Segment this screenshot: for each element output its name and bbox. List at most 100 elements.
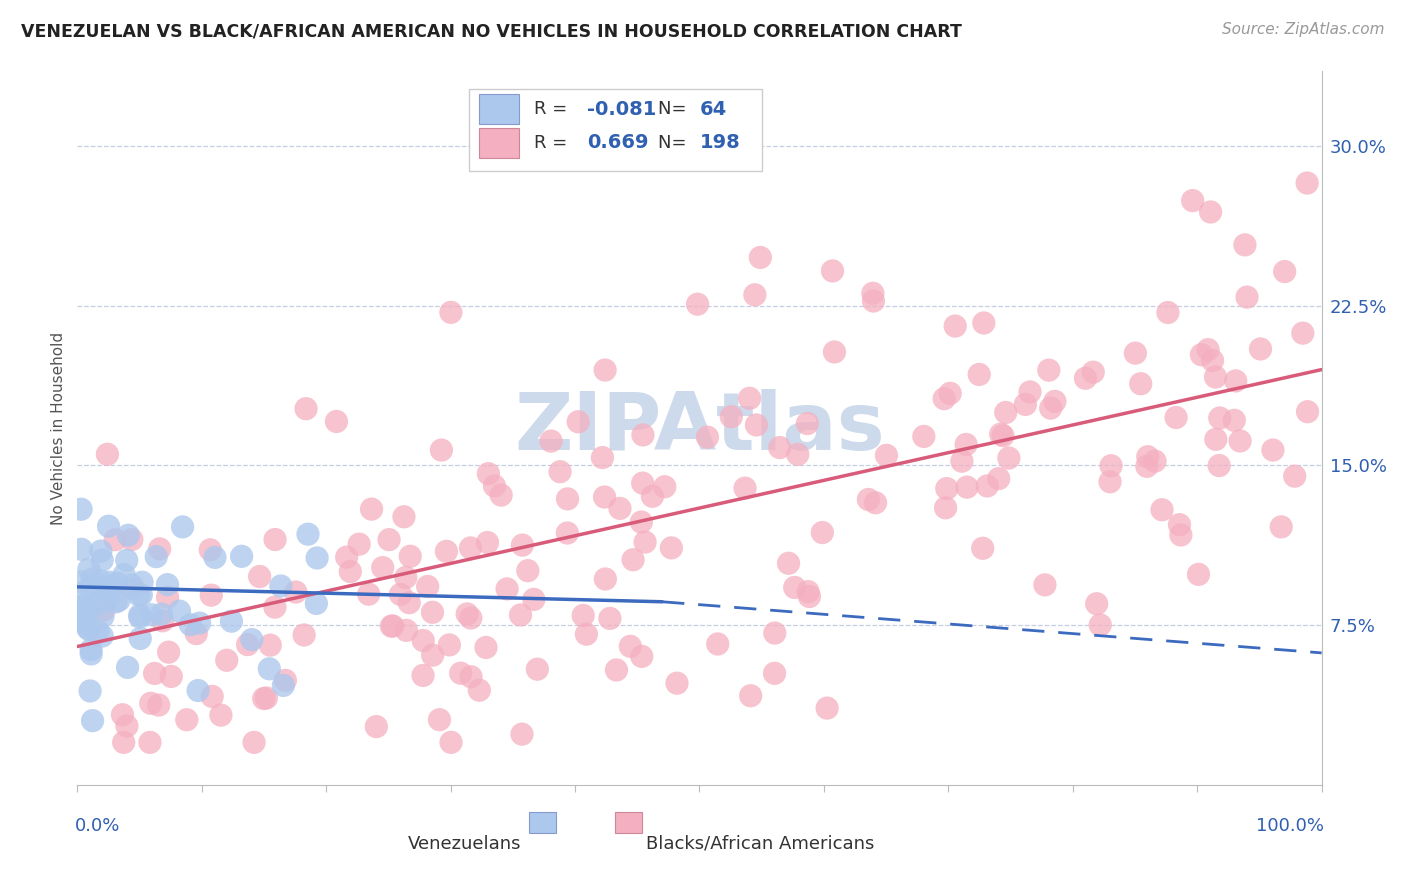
Point [416, 579, 439, 593]
Point [160, 669, 183, 683]
Point [783, 581, 806, 595]
Point [389, 587, 412, 601]
Text: N=: N= [658, 134, 693, 152]
Point [378, 533, 401, 547]
Point [1199, 205, 1222, 219]
Point [380, 619, 402, 633]
Point [990, 427, 1012, 442]
Point [243, 735, 266, 749]
Point [509, 607, 531, 622]
Point [97, 519, 120, 533]
Point [117, 660, 139, 674]
Point [786, 447, 808, 461]
Point [176, 713, 198, 727]
Point [934, 392, 956, 406]
Point [575, 627, 598, 641]
Point [1189, 348, 1212, 362]
Point [254, 690, 277, 705]
Point [1143, 454, 1166, 468]
Point [460, 611, 482, 625]
Point [1038, 363, 1060, 377]
Point [270, 579, 292, 593]
Point [939, 386, 962, 401]
Point [572, 608, 595, 623]
Point [128, 608, 150, 623]
Point [865, 496, 887, 510]
Point [634, 535, 657, 549]
Point [259, 638, 281, 652]
Point [1229, 434, 1251, 448]
Text: 0.0%: 0.0% [75, 817, 121, 835]
Point [477, 535, 499, 549]
Point [336, 550, 359, 565]
Text: R =: R = [534, 134, 574, 152]
Point [523, 592, 546, 607]
Point [128, 588, 150, 602]
Text: VENEZUELAN VS BLACK/AFRICAN AMERICAN NO VEHICLES IN HOUSEHOLD CORRELATION CHART: VENEZUELAN VS BLACK/AFRICAN AMERICAN NO … [21, 22, 962, 40]
Point [172, 520, 194, 534]
Point [994, 405, 1017, 419]
Point [122, 582, 145, 596]
Point [477, 467, 499, 481]
Point [1274, 264, 1296, 278]
Point [821, 264, 844, 278]
Point [108, 593, 131, 607]
Point [381, 619, 404, 633]
Point [1039, 401, 1062, 416]
Point [943, 319, 966, 334]
Point [111, 707, 134, 722]
Point [259, 662, 281, 676]
Point [80, 642, 103, 657]
Point [156, 577, 179, 591]
Text: Blacks/African Americans: Blacks/African Americans [645, 835, 875, 853]
Point [1296, 405, 1319, 419]
Point [496, 582, 519, 596]
Point [91, 553, 114, 567]
Point [274, 673, 297, 688]
Bar [479, 128, 519, 158]
Point [1225, 374, 1247, 388]
Point [1043, 394, 1066, 409]
Point [744, 288, 766, 302]
Point [468, 683, 491, 698]
Point [763, 666, 786, 681]
Point [815, 701, 838, 715]
Point [967, 368, 990, 382]
Point [557, 526, 579, 541]
Point [204, 550, 226, 565]
Point [1168, 517, 1191, 532]
Point [200, 588, 222, 602]
Point [148, 698, 170, 712]
Point [80, 647, 103, 661]
Text: 64: 64 [700, 100, 727, 119]
Point [104, 533, 127, 547]
Point [70, 586, 93, 600]
Text: 0.669: 0.669 [588, 133, 650, 153]
Text: Venezuelans: Venezuelans [408, 835, 522, 853]
Point [593, 363, 616, 377]
Point [73, 614, 96, 628]
Point [91, 609, 114, 624]
Point [599, 611, 621, 625]
FancyBboxPatch shape [470, 89, 762, 171]
Point [641, 489, 664, 503]
Point [450, 666, 472, 681]
Point [366, 720, 388, 734]
Point [200, 542, 222, 557]
Point [264, 600, 287, 615]
Point [169, 604, 191, 618]
Point [976, 479, 998, 493]
Text: 198: 198 [700, 133, 740, 153]
Point [512, 538, 534, 552]
Point [661, 541, 683, 555]
Point [1170, 528, 1192, 542]
Point [440, 305, 463, 319]
Point [105, 576, 128, 591]
Point [117, 528, 139, 542]
Point [440, 735, 463, 749]
Point [706, 637, 728, 651]
Point [412, 633, 434, 648]
Point [950, 454, 973, 468]
Point [149, 541, 172, 556]
Point [540, 434, 562, 449]
